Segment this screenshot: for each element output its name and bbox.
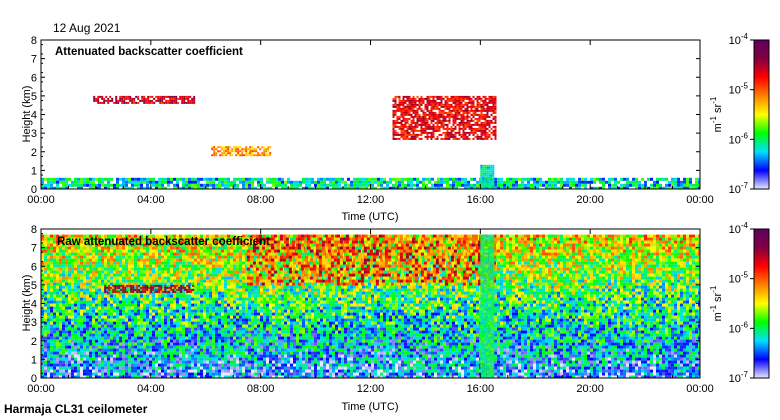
colorbar-tick-base: 10 — [729, 85, 741, 97]
colorbar-tick-label: 10-4 — [729, 221, 749, 236]
y-axis-label-bottom: Height (km) — [21, 275, 33, 332]
colorbar-tick-base: 10 — [729, 134, 741, 146]
colorbar-tick-label: 10-6 — [729, 131, 749, 146]
instrument-label: Harmaja CL31 ceilometer — [4, 402, 148, 416]
colorbar-tick-base: 10 — [729, 35, 741, 47]
y-tick-label: 8 — [31, 224, 37, 236]
colorbar-tick-label: 10-4 — [729, 32, 749, 47]
colorbar-unit-label: m-1 sr-1 — [709, 285, 724, 321]
y-ticks-top: 0 1 2 3 4 5 6 7 8 — [31, 35, 700, 196]
colorbar-tick-exponent: -4 — [741, 221, 749, 230]
y-tick-label: 3 — [31, 128, 37, 140]
y-tick-label: 5 — [31, 91, 37, 103]
x-tick-label: 12:00 — [357, 194, 385, 206]
heatmap-feature-noise-field — [41, 234, 700, 378]
heatmap-top — [41, 95, 700, 189]
y-tick-label: 3 — [31, 317, 37, 329]
colorbar-tick-base: 10 — [729, 224, 741, 236]
x-ticks-bottom: 00:00 04:00 08:00 12:00 16:00 20:00 00:00 — [27, 229, 714, 395]
y-tick-label: 0 — [31, 184, 37, 196]
x-tick-label: 00:00 — [686, 194, 714, 206]
y-tick-label: 1 — [31, 165, 37, 177]
y-tick-label: 5 — [31, 280, 37, 292]
heatmap-feature-cloud-patches — [392, 95, 497, 140]
colorbar-tick-label: 10-5 — [729, 82, 749, 97]
heatmap-feature-cloud-layer — [93, 95, 196, 104]
colorbar-tick-label: 10-7 — [729, 370, 749, 385]
x-ticks-top: 00:00 04:00 08:00 12:00 16:00 20:00 00:00 — [27, 40, 714, 206]
x-axis-label-bottom: Time (UTC) — [341, 401, 398, 413]
colorbar-tick-base: 10 — [729, 274, 741, 286]
x-tick-label: 08:00 — [247, 194, 275, 206]
unit-sr: sr — [712, 292, 724, 305]
y-tick-label: 4 — [31, 110, 37, 122]
date-label: 12 Aug 2021 — [53, 21, 121, 35]
plot-area-top — [41, 40, 700, 189]
x-tick-label: 08:00 — [247, 383, 275, 395]
colorbar-tick-base: 10 — [729, 373, 741, 385]
unit-m: m — [712, 123, 724, 132]
heatmap-feature-precipitation — [480, 234, 495, 378]
y-tick-label: 6 — [31, 72, 37, 84]
colorbar-tick-exponent: -5 — [741, 82, 749, 91]
unit-sr-exp: -1 — [709, 96, 718, 104]
y-tick-label: 4 — [31, 299, 37, 311]
colorbar-top: 10-410-510-610-7m-1 sr-1 — [709, 32, 770, 196]
y-tick-label: 2 — [31, 147, 37, 159]
x-tick-label: 16:00 — [467, 383, 495, 395]
heatmap-feature-cloud-layer — [211, 146, 272, 157]
y-tick-label: 6 — [31, 261, 37, 273]
colorbar-tick-exponent: -6 — [741, 131, 749, 140]
x-tick-label: 20:00 — [576, 383, 604, 395]
panel-attenuated: Attenuated backscatter coefficient 0 1 2 3 4… — [21, 35, 714, 223]
x-tick-label: 04:00 — [137, 194, 165, 206]
x-tick-label: 00:00 — [27, 383, 55, 395]
y-tick-label: 2 — [31, 336, 37, 348]
colorbar-tick-label: 10-6 — [729, 320, 749, 335]
colorbar-tick-base: 10 — [729, 184, 741, 196]
heatmap-feature-boundary-layer — [41, 177, 700, 189]
heatmap-feature-cloud-layer — [104, 284, 195, 293]
y-axis-label-top: Height (km) — [21, 86, 33, 143]
colorbar-tick-base: 10 — [729, 323, 741, 335]
x-tick-label: 00:00 — [27, 194, 55, 206]
y-ticks-bottom: 0 1 2 3 4 5 6 7 8 — [31, 224, 700, 385]
x-axis-label-top: Time (UTC) — [341, 211, 398, 223]
y-tick-label: 0 — [31, 373, 37, 385]
x-tick-label: 12:00 — [357, 383, 385, 395]
colorbar-tick-exponent: -7 — [741, 370, 749, 379]
unit-m-exp: -1 — [709, 304, 718, 312]
heatmap-bottom — [41, 234, 700, 378]
colorbar-tick-exponent: -6 — [741, 320, 749, 329]
colorbar-tick-exponent: -4 — [741, 32, 749, 41]
unit-m-exp: -1 — [709, 115, 718, 123]
colorbar-tick-exponent: -7 — [741, 181, 749, 190]
x-tick-label: 04:00 — [137, 383, 165, 395]
unit-m: m — [712, 312, 724, 321]
colorbar-tick-label: 10-5 — [729, 271, 749, 286]
heatmap-feature-precipitation — [480, 164, 495, 189]
unit-sr-exp: -1 — [709, 285, 718, 293]
x-tick-label: 00:00 — [686, 383, 714, 395]
y-tick-label: 7 — [31, 243, 37, 255]
y-tick-label: 7 — [31, 54, 37, 66]
panel-raw: Raw attenuated backscatter coefficient 0… — [21, 224, 714, 413]
colorbar-tick-exponent: -5 — [741, 271, 749, 280]
y-tick-label: 1 — [31, 354, 37, 366]
colorbar-gradient — [753, 228, 770, 379]
unit-sr: sr — [712, 103, 724, 116]
panel-title-top: Attenuated backscatter coefficient — [55, 46, 243, 58]
x-tick-label: 20:00 — [576, 194, 604, 206]
colorbar-unit-label: m-1 sr-1 — [709, 96, 724, 132]
panel-title-bottom: Raw attenuated backscatter coefficient — [57, 236, 270, 248]
y-tick-label: 8 — [31, 35, 37, 47]
colorbar-gradient — [753, 39, 770, 190]
colorbar-tick-label: 10-7 — [729, 181, 749, 196]
colorbar-bottom: 10-410-510-610-7m-1 sr-1 — [709, 221, 770, 385]
x-tick-label: 16:00 — [467, 194, 495, 206]
